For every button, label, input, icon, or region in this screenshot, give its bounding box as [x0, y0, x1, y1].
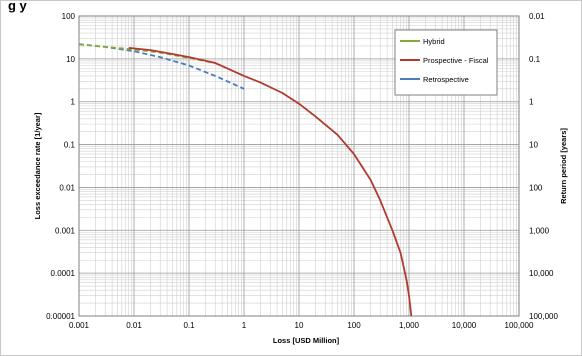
legend: Hybrid Prospective - Fiscal Retrospective — [394, 29, 498, 96]
x-tick-label: 100,000 — [505, 321, 534, 330]
x-tick-label: 100 — [347, 321, 361, 330]
y2-tick-label: 10,000 — [529, 269, 554, 278]
y2-axis-title: Return period [years] — [559, 128, 568, 204]
y2-tick-label: 0.01 — [529, 12, 545, 21]
x-tick-label: 1 — [242, 321, 247, 330]
y-tick-label: 0.1 — [64, 141, 76, 150]
x-axis-title: Loss [USD Million] — [273, 336, 340, 345]
x-tick-label: 10,000 — [452, 321, 477, 330]
series-line-prospective-fiscal — [128, 47, 413, 317]
y2-tick-label: 100,000 — [529, 312, 558, 321]
legend-label: Retrospective — [423, 75, 469, 84]
y2-tick-label: 100 — [529, 183, 543, 192]
y2-tick-label: 0.1 — [529, 55, 541, 64]
legend-label: Prospective - Fiscal — [423, 56, 489, 65]
y-tick-label: 0.0001 — [51, 269, 76, 278]
x-tick-label: 0.1 — [183, 321, 195, 330]
x-tick-label: 0.001 — [69, 321, 90, 330]
x-tick-label: 0.01 — [126, 321, 142, 330]
legend-label: Hybrid — [423, 37, 445, 46]
series-layer — [78, 43, 413, 317]
x-tick-label: 10 — [295, 321, 304, 330]
y2-tick-labels: 100,000 10,000 1,000 100 10 1 0.1 0.01 — [529, 12, 558, 321]
plot-area-border — [78, 15, 520, 317]
y-tick-label: 0.01 — [59, 183, 75, 192]
y2-tick-label: 1,000 — [529, 226, 550, 235]
y-axis-title: Loss exceedance rate [1/year] — [33, 112, 42, 219]
x-tick-labels: 0.001 0.01 0.1 1 10 100 1,000 10,000 100,000 — [69, 321, 534, 330]
x-tick-label: 1,000 — [399, 321, 420, 330]
top-partial-text: g y — [8, 0, 28, 13]
y2-tick-label: 10 — [529, 141, 538, 150]
y-tick-label: 100 — [62, 12, 76, 21]
y-tick-label: 1 — [71, 98, 76, 107]
y-tick-label: 0.00001 — [46, 312, 75, 321]
y-tick-label: 10 — [66, 55, 75, 64]
y-tick-labels: 0.00001 0.0001 0.001 0.01 0.1 1 10 100 — [46, 12, 75, 321]
y-tick-label: 0.001 — [55, 226, 76, 235]
y2-tick-label: 1 — [529, 98, 534, 107]
